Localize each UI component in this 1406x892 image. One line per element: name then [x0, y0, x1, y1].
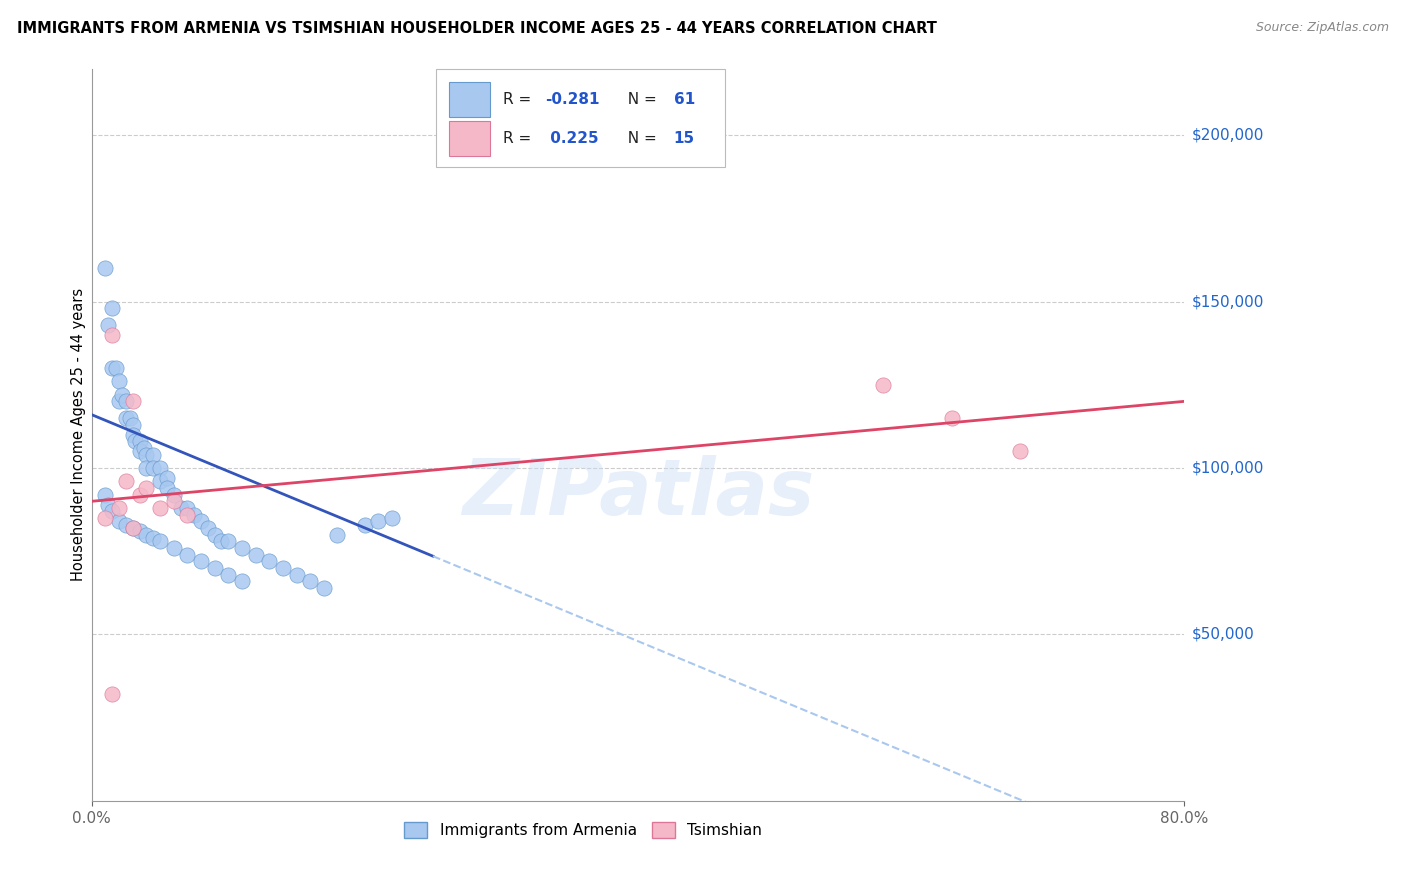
Point: [941, 411, 963, 425]
Point: [326, 527, 349, 541]
Point: [142, 531, 165, 545]
Point: [118, 411, 141, 425]
Text: 0.225: 0.225: [546, 130, 599, 145]
Point: [367, 514, 389, 528]
Point: [135, 481, 157, 495]
Point: [149, 500, 172, 515]
Point: [135, 527, 157, 541]
Point: [204, 527, 226, 541]
Point: [94, 511, 117, 525]
Point: [94, 261, 117, 276]
Y-axis label: Householder Income Ages 25 - 44 years: Householder Income Ages 25 - 44 years: [72, 288, 86, 582]
Text: $100,000: $100,000: [1192, 460, 1264, 475]
Point: [149, 475, 172, 489]
Point: [128, 488, 150, 502]
Point: [121, 521, 143, 535]
FancyBboxPatch shape: [449, 82, 491, 117]
Point: [128, 434, 150, 449]
Point: [197, 521, 219, 535]
Point: [190, 514, 212, 528]
Point: [94, 488, 117, 502]
Point: [121, 417, 143, 432]
Point: [142, 448, 165, 462]
Point: [312, 581, 335, 595]
Text: $150,000: $150,000: [1192, 294, 1264, 309]
Point: [156, 481, 179, 495]
Point: [381, 511, 404, 525]
FancyBboxPatch shape: [449, 120, 491, 156]
Point: [176, 548, 198, 562]
Text: R =: R =: [503, 92, 537, 107]
Text: $50,000: $50,000: [1192, 627, 1254, 642]
Point: [204, 561, 226, 575]
Point: [353, 517, 375, 532]
Point: [285, 567, 308, 582]
Text: ZIPatlas: ZIPatlas: [461, 455, 814, 532]
Point: [115, 394, 138, 409]
Point: [183, 508, 205, 522]
Text: R =: R =: [503, 130, 537, 145]
Point: [190, 554, 212, 568]
Point: [128, 444, 150, 458]
Point: [121, 427, 143, 442]
Text: Source: ZipAtlas.com: Source: ZipAtlas.com: [1256, 21, 1389, 35]
Point: [124, 434, 146, 449]
Point: [97, 318, 120, 332]
Point: [231, 541, 253, 555]
Point: [115, 517, 138, 532]
Text: N =: N =: [619, 92, 662, 107]
Text: N =: N =: [619, 130, 662, 145]
Text: -0.281: -0.281: [546, 92, 599, 107]
Point: [105, 361, 128, 376]
Point: [101, 361, 124, 376]
Legend: Immigrants from Armenia, Tsimshian: Immigrants from Armenia, Tsimshian: [398, 816, 768, 845]
Point: [245, 548, 267, 562]
Point: [149, 461, 172, 475]
Point: [108, 514, 131, 528]
Text: 61: 61: [673, 92, 695, 107]
Point: [176, 508, 198, 522]
Point: [128, 524, 150, 539]
Point: [101, 504, 124, 518]
Point: [142, 461, 165, 475]
Point: [163, 488, 186, 502]
Point: [299, 574, 322, 589]
Point: [115, 475, 138, 489]
Point: [156, 471, 179, 485]
Point: [257, 554, 280, 568]
Point: [217, 534, 239, 549]
Point: [1008, 444, 1031, 458]
Point: [231, 574, 253, 589]
Point: [163, 494, 186, 508]
Point: [108, 394, 131, 409]
Point: [101, 301, 124, 316]
Text: IMMIGRANTS FROM ARMENIA VS TSIMSHIAN HOUSEHOLDER INCOME AGES 25 - 44 YEARS CORRE: IMMIGRANTS FROM ARMENIA VS TSIMSHIAN HOU…: [17, 21, 936, 37]
Point: [163, 541, 186, 555]
Text: 15: 15: [673, 130, 695, 145]
Point: [135, 461, 157, 475]
Point: [176, 500, 198, 515]
Point: [169, 500, 191, 515]
Point: [271, 561, 294, 575]
Point: [121, 521, 143, 535]
Point: [108, 375, 131, 389]
Point: [97, 498, 120, 512]
Point: [217, 567, 239, 582]
Point: [132, 441, 155, 455]
Point: [111, 388, 134, 402]
Point: [121, 394, 143, 409]
Point: [211, 534, 233, 549]
Point: [108, 500, 131, 515]
Point: [872, 377, 894, 392]
Text: $200,000: $200,000: [1192, 128, 1264, 143]
Point: [149, 534, 172, 549]
Point: [115, 411, 138, 425]
Point: [101, 687, 124, 701]
Point: [101, 327, 124, 342]
FancyBboxPatch shape: [436, 69, 725, 168]
Point: [135, 448, 157, 462]
